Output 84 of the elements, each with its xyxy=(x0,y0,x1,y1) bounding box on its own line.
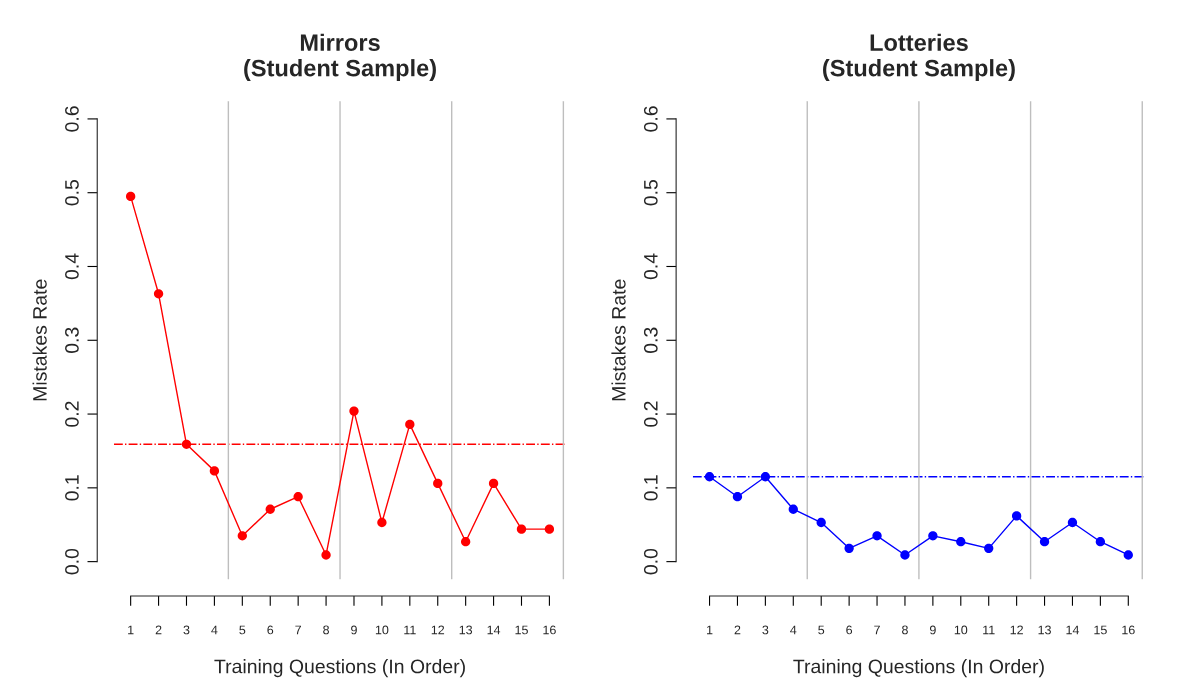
x-tick-label: 6 xyxy=(267,625,274,635)
point xyxy=(181,439,192,449)
x-tick-label: 3 xyxy=(183,625,190,635)
point xyxy=(349,406,359,416)
x-tick-label: 8 xyxy=(902,625,908,635)
point xyxy=(126,191,136,202)
point xyxy=(704,472,715,482)
point xyxy=(461,537,471,547)
y-tick-label: 0.0 xyxy=(65,548,79,575)
point xyxy=(405,419,415,430)
x-tick-label: 7 xyxy=(295,625,302,635)
point xyxy=(237,531,247,541)
x-tick-label: 4 xyxy=(790,625,797,635)
x-tick-label: 15 xyxy=(1094,625,1107,635)
x-tick-label: 6 xyxy=(846,625,853,635)
point xyxy=(900,550,910,560)
x-tick-label: 2 xyxy=(734,625,741,635)
y-tick-label: 0.3 xyxy=(643,327,658,354)
x-tick-label: 14 xyxy=(1066,625,1080,635)
y-tick-label: 0.5 xyxy=(643,180,658,206)
x-tick-label: 13 xyxy=(1038,625,1051,635)
point xyxy=(488,478,499,489)
point xyxy=(433,478,443,489)
point xyxy=(1095,537,1106,547)
y-tick-label: 0.1 xyxy=(65,475,79,501)
y-tick-label: 0.6 xyxy=(643,106,658,132)
y-axis-title: Mistakes Rate xyxy=(611,279,626,401)
x-axis-title: Training Questions (In Order) xyxy=(793,659,1044,678)
y-tick-label: 0.2 xyxy=(65,401,79,427)
x-tick-label: 4 xyxy=(211,625,218,635)
point xyxy=(209,466,220,476)
point xyxy=(872,531,882,541)
x-tick-label: 12 xyxy=(1010,625,1023,635)
x-tick-label: 12 xyxy=(431,625,445,635)
x-tick-label: 9 xyxy=(929,625,936,635)
x-tick-label: 10 xyxy=(375,625,389,635)
x-tick-label: 14 xyxy=(487,625,501,635)
x-tick-label: 10 xyxy=(954,625,968,635)
point xyxy=(153,289,164,299)
x-axis-title: Training Questions (In Order) xyxy=(214,659,465,678)
x-tick-label: 1 xyxy=(707,625,713,635)
x-tick-label: 11 xyxy=(983,625,995,635)
point xyxy=(984,543,994,554)
point xyxy=(788,504,798,514)
y-tick-label: 0.4 xyxy=(65,253,79,280)
point xyxy=(1123,550,1133,560)
x-tick-label: 3 xyxy=(762,625,769,635)
y-tick-label: 0.5 xyxy=(65,180,79,206)
chart-title: Lotteries (Student Sample) xyxy=(823,33,1015,82)
x-tick-label: 16 xyxy=(1122,625,1135,635)
point xyxy=(844,543,854,554)
y-axis-title: Mistakes Rate xyxy=(32,279,47,401)
x-tick-label: 5 xyxy=(818,625,825,635)
point xyxy=(293,492,303,502)
point xyxy=(321,550,331,560)
point xyxy=(265,504,275,514)
x-tick-label: 8 xyxy=(323,625,330,635)
y-tick-label: 0.1 xyxy=(643,475,658,501)
x-tick-label: 5 xyxy=(239,625,246,635)
x-tick-label: 9 xyxy=(351,625,357,635)
point xyxy=(816,517,826,528)
x-tick-label: 16 xyxy=(543,625,556,635)
x-tick-label: 13 xyxy=(459,625,473,635)
point xyxy=(377,517,387,528)
point xyxy=(928,531,938,541)
x-tick-label: 2 xyxy=(155,625,162,635)
chart-title: Mirrors (Student Sample) xyxy=(244,33,436,82)
point xyxy=(544,524,555,534)
x-tick-label: 7 xyxy=(874,625,880,635)
point xyxy=(1011,511,1022,521)
x-tick-label: 11 xyxy=(404,625,416,635)
point xyxy=(732,492,743,502)
y-tick-label: 0.2 xyxy=(643,401,658,427)
x-tick-label: 15 xyxy=(515,625,528,635)
y-tick-label: 0.4 xyxy=(643,253,658,280)
y-tick-label: 0.6 xyxy=(65,106,79,132)
point xyxy=(516,524,527,534)
point xyxy=(1039,537,1050,547)
point xyxy=(760,472,771,482)
x-tick-label: 1 xyxy=(128,625,134,635)
point xyxy=(1067,517,1078,528)
point xyxy=(956,537,966,547)
y-tick-label: 0.3 xyxy=(65,327,79,354)
y-tick-label: 0.0 xyxy=(643,548,658,575)
